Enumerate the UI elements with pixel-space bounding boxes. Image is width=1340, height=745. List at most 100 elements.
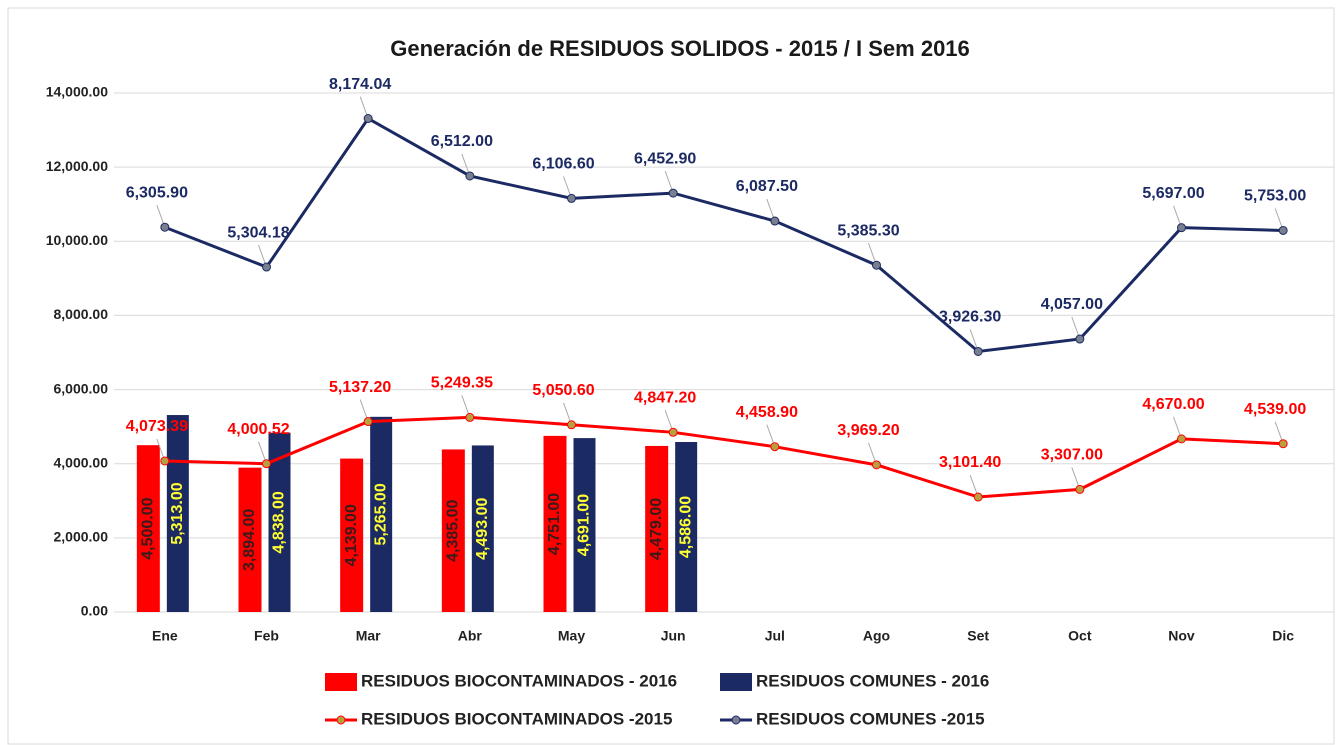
value-label: 6,512.00 <box>431 133 493 150</box>
bar-label: 4,586.00 <box>677 496 694 558</box>
marker <box>1278 225 1288 235</box>
bar <box>675 441 698 612</box>
value-label: 4,000.52 <box>227 421 289 438</box>
legend-marker <box>336 715 346 725</box>
value-label: 3,926.30 <box>939 309 1001 326</box>
bar-label: 4,479.00 <box>648 498 665 560</box>
bar-label: 3,894.00 <box>241 509 258 571</box>
bar <box>471 445 494 612</box>
value-label: 4,458.90 <box>736 404 798 421</box>
x-tick-label: Mar <box>356 628 381 644</box>
marker <box>363 417 373 427</box>
value-label: 6,305.90 <box>126 184 188 201</box>
marker <box>262 459 271 469</box>
marker <box>1177 223 1186 233</box>
value-label: 4,073.39 <box>126 418 188 435</box>
x-tick-label: Dic <box>1272 628 1294 644</box>
marker <box>465 412 475 422</box>
x-tick-label: May <box>558 628 585 644</box>
value-label: 4,539.00 <box>1244 401 1306 418</box>
value-label: 4,847.20 <box>634 390 696 407</box>
x-tick-label: Set <box>967 628 989 644</box>
marker <box>973 492 983 502</box>
x-tick-label: Ago <box>863 628 890 644</box>
y-tick-label: 0.00 <box>81 603 108 619</box>
legend-label: RESIDUOS BIOCONTAMINADOS -2015 <box>361 709 672 728</box>
value-label: 8,174.04 <box>329 76 391 93</box>
marker <box>465 171 475 181</box>
bar-label: 4,500.00 <box>140 497 157 559</box>
y-tick-label: 4,000.00 <box>54 454 109 470</box>
bar <box>573 438 596 612</box>
marker <box>160 456 170 466</box>
bar <box>238 467 262 612</box>
bar-label: 4,385.00 <box>445 499 462 561</box>
marker <box>1177 434 1186 444</box>
value-label: 5,304.18 <box>227 224 289 241</box>
value-label: 5,697.00 <box>1142 185 1204 202</box>
marker <box>1075 334 1085 344</box>
value-label: 4,670.00 <box>1142 396 1204 413</box>
value-label: 5,385.30 <box>837 222 899 239</box>
legend-label: RESIDUOS BIOCONTAMINADOS - 2016 <box>361 671 677 690</box>
bar <box>645 445 669 612</box>
marker <box>668 427 678 437</box>
value-label: 3,969.20 <box>837 422 899 439</box>
value-label: 5,050.60 <box>532 382 594 399</box>
x-tick-label: Jun <box>661 628 686 644</box>
bar <box>370 416 393 612</box>
bar <box>543 435 567 612</box>
marker <box>363 114 373 124</box>
x-tick-label: Abr <box>458 628 483 644</box>
y-tick-label: 8,000.00 <box>54 306 109 322</box>
marker <box>973 346 983 356</box>
value-label: 4,057.00 <box>1041 296 1103 313</box>
marker <box>770 216 780 226</box>
bar <box>441 449 465 612</box>
value-label: 5,753.00 <box>1244 188 1306 205</box>
bar <box>136 445 160 612</box>
bar <box>340 458 364 612</box>
value-label: 6,087.50 <box>736 178 798 195</box>
line <box>164 116 1284 354</box>
line <box>164 415 1284 499</box>
x-tick-label: Nov <box>1168 628 1195 644</box>
chart-border <box>7 7 1335 745</box>
y-tick-label: 10,000.00 <box>46 232 108 248</box>
y-tick-label: 12,000.00 <box>46 158 108 174</box>
value-label: 6,106.60 <box>532 156 594 173</box>
chart-title: Generación de RESIDUOS SOLIDOS - 2015 / … <box>390 36 970 61</box>
marker <box>262 262 271 272</box>
y-tick-label: 14,000.00 <box>46 84 108 100</box>
marker <box>567 420 576 430</box>
marker <box>1075 484 1085 494</box>
marker <box>872 260 881 270</box>
value-label: 5,249.35 <box>431 375 493 392</box>
x-tick-label: Ene <box>152 628 178 644</box>
bar <box>166 415 189 612</box>
legend-swatch <box>325 673 357 691</box>
x-tick-label: Jul <box>765 628 785 644</box>
legend-label: RESIDUOS COMUNES -2015 <box>756 709 985 728</box>
bar-label: 5,265.00 <box>372 483 389 545</box>
legend-swatch <box>720 673 752 691</box>
bar-label: 4,691.00 <box>576 494 593 556</box>
value-label: 6,452.90 <box>634 150 696 167</box>
legend-marker <box>731 715 741 725</box>
x-tick-label: Oct <box>1068 628 1092 644</box>
bar-label: 4,493.00 <box>474 497 491 559</box>
value-label: 3,307.00 <box>1041 447 1103 464</box>
y-tick-label: 6,000.00 <box>54 380 109 396</box>
marker <box>668 188 678 198</box>
bar <box>268 432 291 612</box>
legend-label: RESIDUOS COMUNES - 2016 <box>756 671 989 690</box>
value-label: 3,101.40 <box>939 454 1001 471</box>
bar-label: 4,751.00 <box>546 493 563 555</box>
bar-label: 5,313.00 <box>169 482 186 544</box>
marker <box>1278 439 1288 449</box>
marker <box>567 193 576 203</box>
bar-label: 4,139.00 <box>343 504 360 566</box>
marker <box>160 222 170 232</box>
y-tick-label: 2,000.00 <box>54 529 109 545</box>
